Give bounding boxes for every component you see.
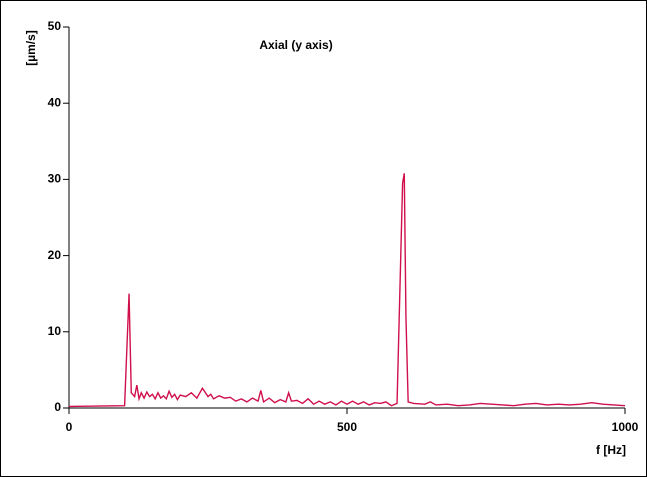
y-tick-label: 0 — [54, 400, 61, 414]
y-axis-label: [µm/s] — [24, 30, 38, 66]
x-tick-label: 0 — [66, 420, 73, 434]
x-tick-label: 1000 — [612, 420, 639, 434]
y-tick-label: 50 — [48, 19, 62, 33]
x-axis-label: f [Hz] — [596, 443, 626, 457]
x-tick-label: 500 — [337, 420, 357, 434]
y-tick-label: 30 — [48, 172, 62, 186]
chart-title: Axial (y axis) — [259, 38, 332, 52]
data-line — [68, 173, 626, 408]
y-tick-label: 40 — [48, 95, 62, 109]
y-tick-label: 10 — [48, 324, 62, 338]
y-tick-label: 20 — [48, 248, 62, 262]
